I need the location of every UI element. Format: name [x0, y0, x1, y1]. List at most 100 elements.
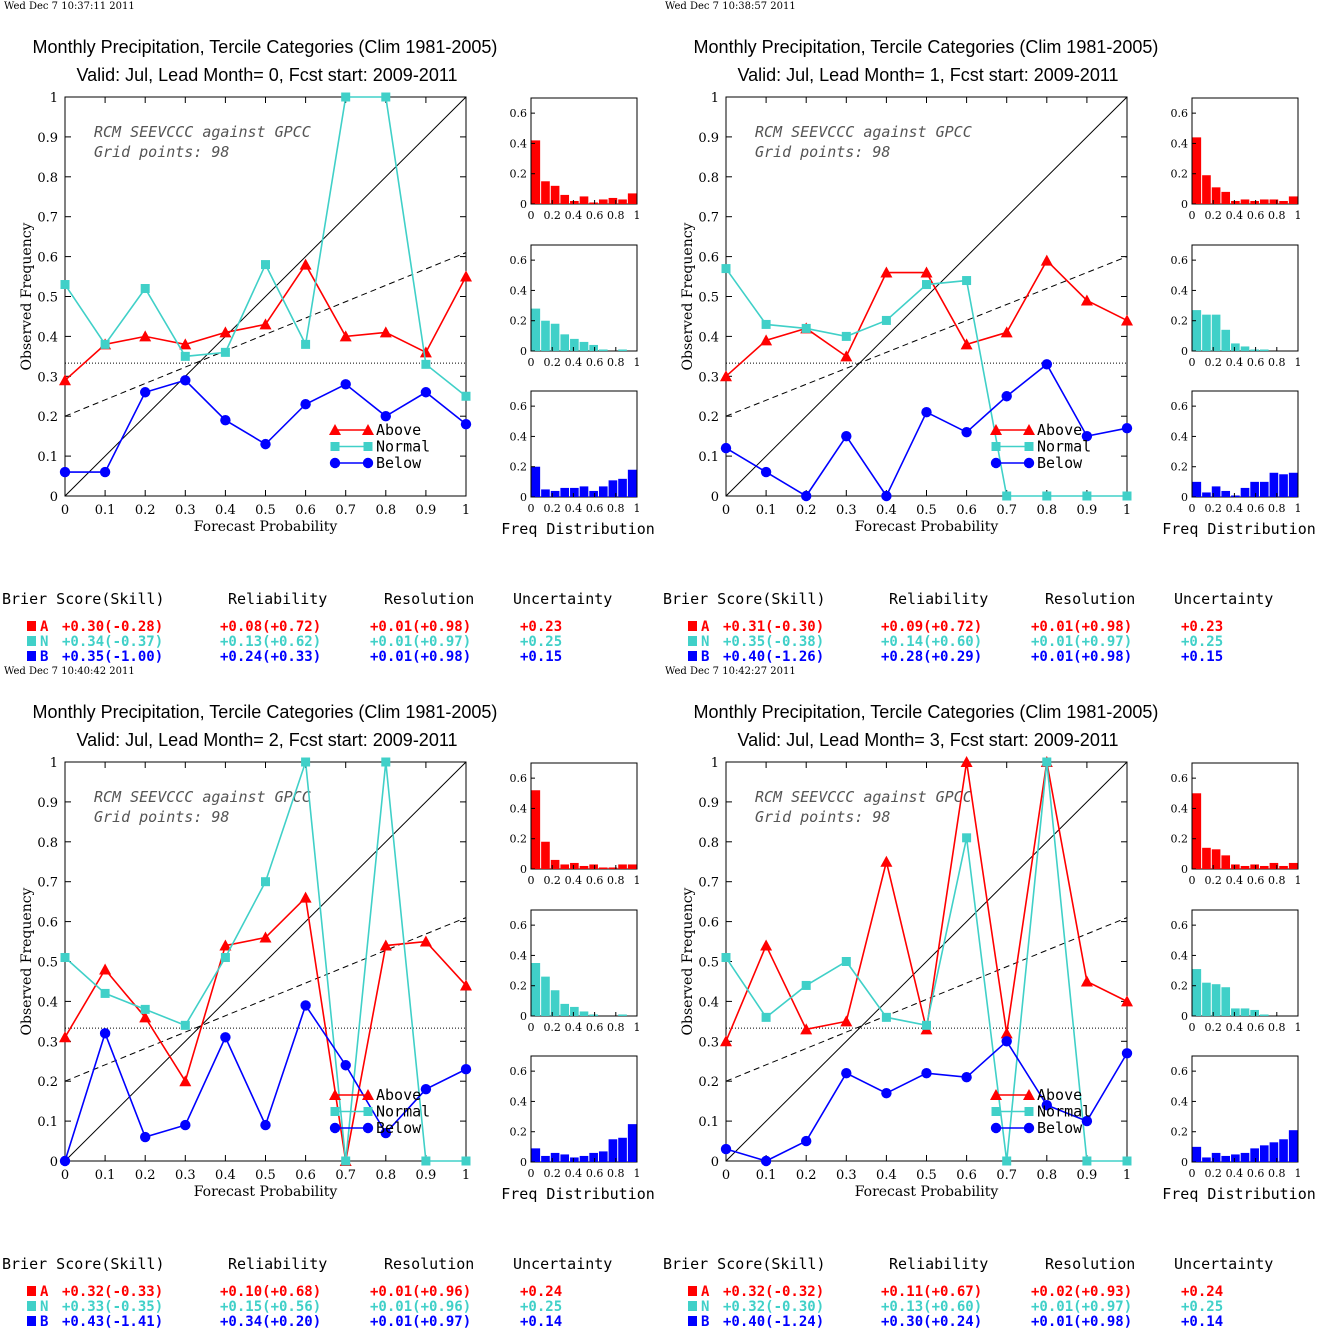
series-line: [64, 96, 467, 397]
histogram-above: 00.20.40.60 0.2 0.4 0.6 0.8 1: [510, 97, 641, 222]
histogram-bar: [589, 202, 598, 204]
hist-x-tick-label: 0.6: [586, 502, 604, 515]
hist-y-tick-label: 0.6: [510, 919, 528, 932]
y-tick-label: 0.8: [698, 171, 719, 186]
data-point: [180, 1119, 191, 1131]
histogram-bar: [1250, 481, 1259, 497]
hist-x-tick-label: 0.6: [1247, 874, 1265, 887]
title-line1: Monthly Precipitation, Tercile Categorie…: [694, 37, 1159, 57]
histogram-bar: [1250, 1009, 1259, 1016]
score-category-letter: N: [40, 1299, 48, 1315]
hist-x-tick-label: 1: [634, 1167, 641, 1180]
hist-y-tick-label: 0: [1181, 1010, 1188, 1023]
legend-marker: [329, 1089, 341, 1100]
hist-y-tick-label: 0.2: [510, 833, 528, 846]
histogram-bar: [560, 864, 570, 869]
x-tick-label: 0.1: [756, 1168, 777, 1183]
data-point: [301, 757, 311, 767]
y-tick-label: 0.4: [698, 995, 719, 1010]
score-value: +0.13(+0.62): [220, 634, 321, 650]
data-point: [219, 939, 232, 951]
x-tick-label: 0.3: [836, 1168, 857, 1183]
data-point: [1121, 422, 1133, 434]
data-point: [299, 258, 312, 270]
series-below: [59, 1000, 472, 1167]
data-point: [59, 466, 71, 478]
data-point: [180, 1020, 190, 1030]
x-tick-label: 0.1: [756, 503, 777, 518]
x-tick-label: 0.2: [796, 1168, 817, 1183]
title-line2: Valid: Jul, Lead Month= 2, Fcst start: 2…: [76, 730, 457, 750]
x-tick-label: 0.6: [295, 1168, 316, 1183]
histogram-bar: [579, 341, 589, 351]
score-value: +0.01(+0.97): [370, 634, 471, 650]
data-point: [1000, 326, 1013, 338]
hist-x-tick-label: 0.6: [586, 1167, 604, 1180]
y-tick-label: 0.1: [37, 1115, 58, 1130]
legend-marker: [1024, 442, 1034, 451]
series-below: [720, 359, 1133, 502]
score-category-swatch: [27, 621, 36, 631]
histogram-bar: [579, 1155, 589, 1162]
y-tick-label: 0.9: [37, 131, 58, 146]
y-tick-label: 0.6: [698, 916, 719, 931]
histogram-bar: [1288, 196, 1298, 204]
score-value: +0.34(+0.20): [220, 1314, 321, 1330]
score-value: +0.11(+0.67): [881, 1284, 982, 1300]
y-tick-label: 0: [711, 1155, 719, 1170]
hist-x-tick-label: 0.8: [1268, 1021, 1286, 1034]
hist-y-tick-label: 0.2: [510, 168, 528, 181]
histogram-bar: [627, 469, 637, 497]
histogram-bar: [1202, 314, 1211, 351]
histogram-bar: [560, 1003, 570, 1016]
y-tick-label: 0.2: [698, 1075, 719, 1090]
legend-label: Normal: [1037, 438, 1091, 456]
histogram-bar: [1250, 200, 1259, 204]
histogram-bar: [550, 185, 560, 204]
hist-x-tick-label: 0.4: [1226, 1021, 1244, 1034]
y-tick-label: 0.8: [37, 171, 58, 186]
histogram-bar: [1288, 472, 1298, 497]
score-value: +0.01(+0.98): [1031, 649, 1132, 665]
score-category-letter: A: [40, 1284, 49, 1300]
data-point: [220, 1032, 231, 1043]
histogram-bar: [1259, 349, 1269, 351]
data-point: [1040, 254, 1053, 266]
x-tick-label: 0: [722, 1168, 730, 1183]
hist-x-tick-label: 0.4: [565, 874, 583, 887]
hist-x-tick-label: 1: [634, 356, 641, 369]
legend-marker: [362, 457, 374, 469]
hist-x-tick-label: 0.6: [586, 874, 604, 887]
histogram-bar: [560, 194, 570, 204]
hist-x-tick-label: 0: [1189, 1167, 1196, 1180]
x-tick-label: 0.7: [335, 1168, 356, 1183]
histogram-bar: [541, 489, 550, 497]
title-line1: Monthly Precipitation, Tercile Categorie…: [694, 702, 1159, 722]
x-tick-label: 1: [462, 1168, 470, 1183]
data-point: [380, 411, 391, 422]
histogram-bar: [598, 867, 608, 869]
data-point: [881, 1087, 892, 1099]
hist-x-tick-label: 0.2: [543, 1021, 561, 1034]
score-header: Uncertainty: [1174, 590, 1273, 608]
score-value: +0.43(-1.41): [62, 1314, 163, 1330]
series-line: [725, 259, 1128, 377]
hist-y-tick-label: 0.4: [510, 1095, 528, 1108]
score-category-letter: B: [701, 1314, 709, 1330]
series-below: [720, 1036, 1133, 1167]
data-point: [100, 988, 110, 998]
hist-x-tick-label: 0.6: [1247, 1021, 1265, 1034]
perfect-reliability-line: [725, 761, 1128, 1162]
data-point: [300, 1000, 311, 1011]
data-point: [180, 375, 191, 386]
data-point: [961, 426, 972, 438]
histogram-bar: [1202, 1157, 1211, 1162]
y-tick-label: 0.5: [698, 291, 719, 306]
hist-y-tick-label: 0.2: [1171, 1126, 1189, 1139]
score-value: +0.40(-1.24): [723, 1314, 824, 1330]
histogram-below: 00.20.40.60 0.2 0.4 0.6 0.8 1: [510, 390, 641, 515]
histogram-label: Freq Distribution: [501, 1185, 655, 1203]
data-point: [962, 833, 972, 843]
histogram-bar: [1221, 1155, 1231, 1162]
